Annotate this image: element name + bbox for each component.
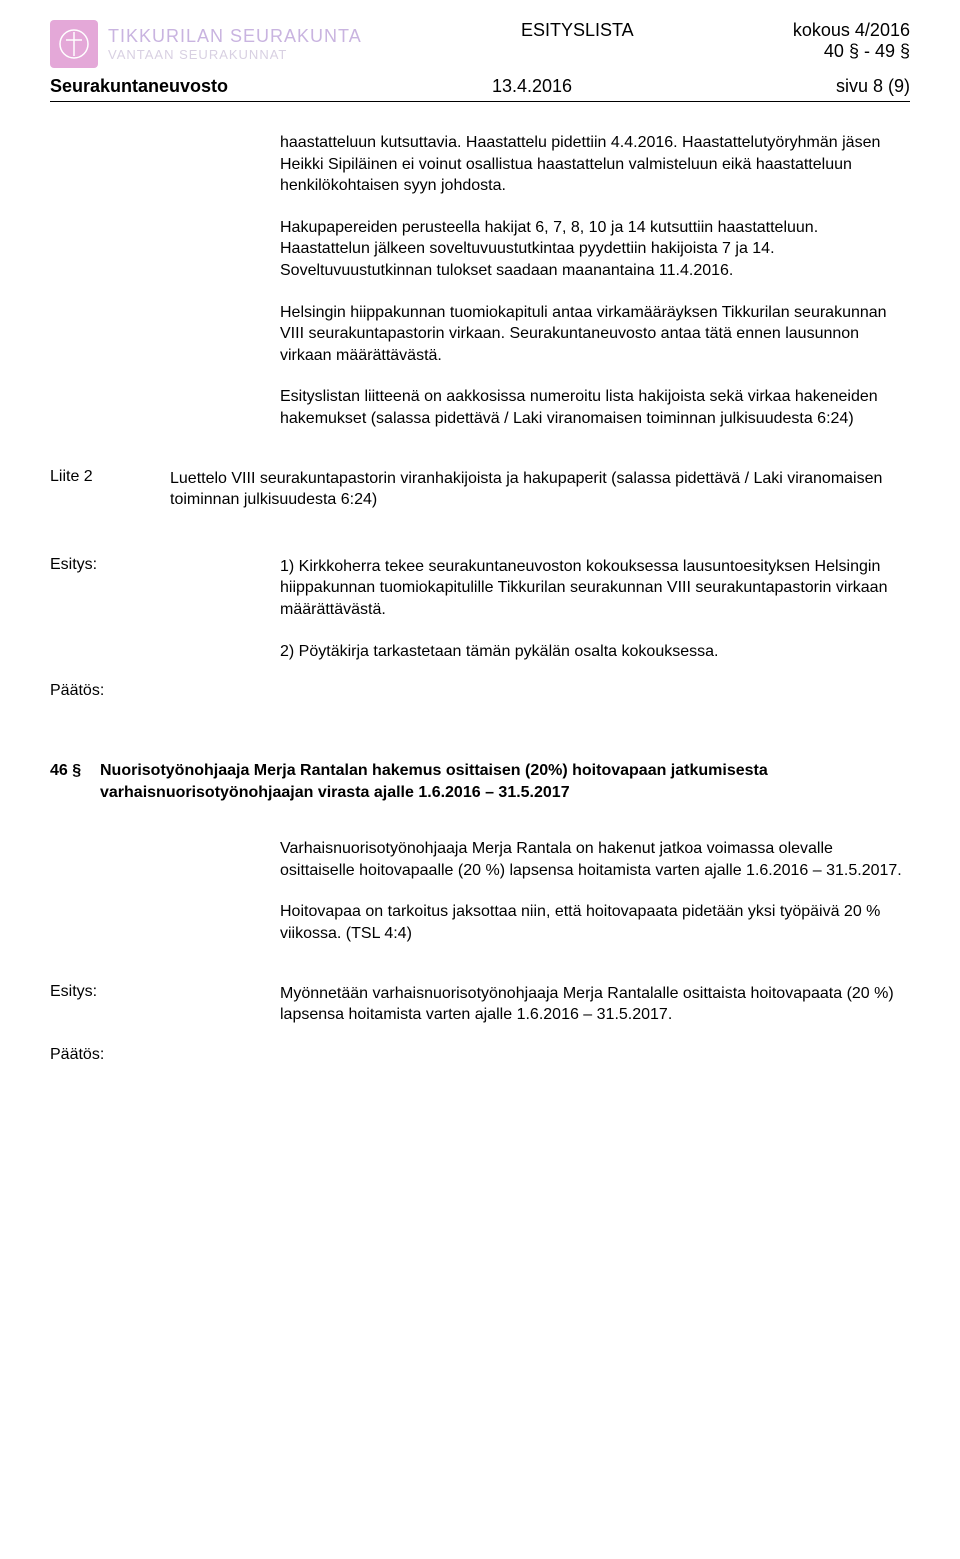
- body-p2: Hakupapereiden perusteella hakijat 6, 7,…: [280, 217, 910, 282]
- page-number: sivu 8 (9): [836, 76, 910, 97]
- logo-line2: VANTAAN SEURAKUNNAT: [108, 47, 362, 62]
- header-row: TIKKURILAN SEURAKUNTA VANTAAN SEURAKUNNA…: [50, 20, 910, 68]
- body-p4: Esityslistan liitteenä on aakkosissa num…: [280, 386, 910, 429]
- subheader-left: Seurakuntaneuvosto: [50, 76, 228, 97]
- section46-p1: Varhaisnuorisotyönohjaaja Merja Rantala …: [280, 838, 910, 881]
- liite-row: Liite 2 Luettelo VIII seurakuntapastorin…: [50, 468, 910, 511]
- esitys-label-empty: [50, 641, 280, 663]
- paatos-label-2: Päätös:: [50, 1046, 910, 1064]
- doc-type: ESITYSLISTA: [521, 20, 634, 41]
- section46-p2: Hoitovapaa on tarkoitus jaksottaa niin, …: [280, 901, 910, 944]
- subheader-date: 13.4.2016: [492, 76, 572, 97]
- logo-line1: TIKKURILAN SEURAKUNTA: [108, 26, 362, 47]
- esitys1-item2: 2) Pöytäkirja tarkastetaan tämän pykälän…: [280, 641, 910, 663]
- esitys-block-2: Esitys: Myönnetään varhaisnuorisotyönohj…: [50, 983, 910, 1026]
- section-46-title: Nuorisotyönohjaaja Merja Rantalan hakemu…: [100, 760, 910, 803]
- body-p3: Helsingin hiippakunnan tuomiokapituli an…: [280, 302, 910, 367]
- esitys-block-1: Esitys: 1) Kirkkoherra tekee seurakuntan…: [50, 556, 910, 662]
- section-46-num: 46 §: [50, 760, 100, 803]
- esitys1-item1: 1) Kirkkoherra tekee seurakuntaneuvoston…: [280, 556, 910, 621]
- logo-section: TIKKURILAN SEURAKUNTA VANTAAN SEURAKUNNA…: [50, 20, 362, 68]
- esitys-label-2: Esitys:: [50, 983, 280, 1026]
- section-range: 40 § - 49 §: [793, 41, 910, 62]
- subheader-row: Seurakuntaneuvosto 13.4.2016 sivu 8 (9): [50, 76, 910, 97]
- body-p1: haastatteluun kutsuttavia. Haastattelu p…: [280, 132, 910, 197]
- liite-text: Luettelo VIII seurakuntapastorin viranha…: [170, 468, 910, 511]
- section-46-heading: 46 § Nuorisotyönohjaaja Merja Rantalan h…: [50, 760, 910, 803]
- body-block: haastatteluun kutsuttavia. Haastattelu p…: [280, 132, 910, 430]
- logo-icon: [50, 20, 98, 68]
- section-46-body: Varhaisnuorisotyönohjaaja Merja Rantala …: [280, 838, 910, 944]
- meeting-id: kokous 4/2016: [793, 20, 910, 41]
- liite-label: Liite 2: [50, 468, 170, 511]
- paatos-label-1: Päätös:: [50, 682, 910, 700]
- header-rule: [50, 101, 910, 102]
- esitys2-text: Myönnetään varhaisnuorisotyönohjaaja Mer…: [280, 983, 910, 1026]
- logo-text: TIKKURILAN SEURAKUNTA VANTAAN SEURAKUNNA…: [108, 26, 362, 62]
- header-right: kokous 4/2016 40 § - 49 §: [793, 20, 910, 62]
- esitys-label-1: Esitys:: [50, 556, 280, 621]
